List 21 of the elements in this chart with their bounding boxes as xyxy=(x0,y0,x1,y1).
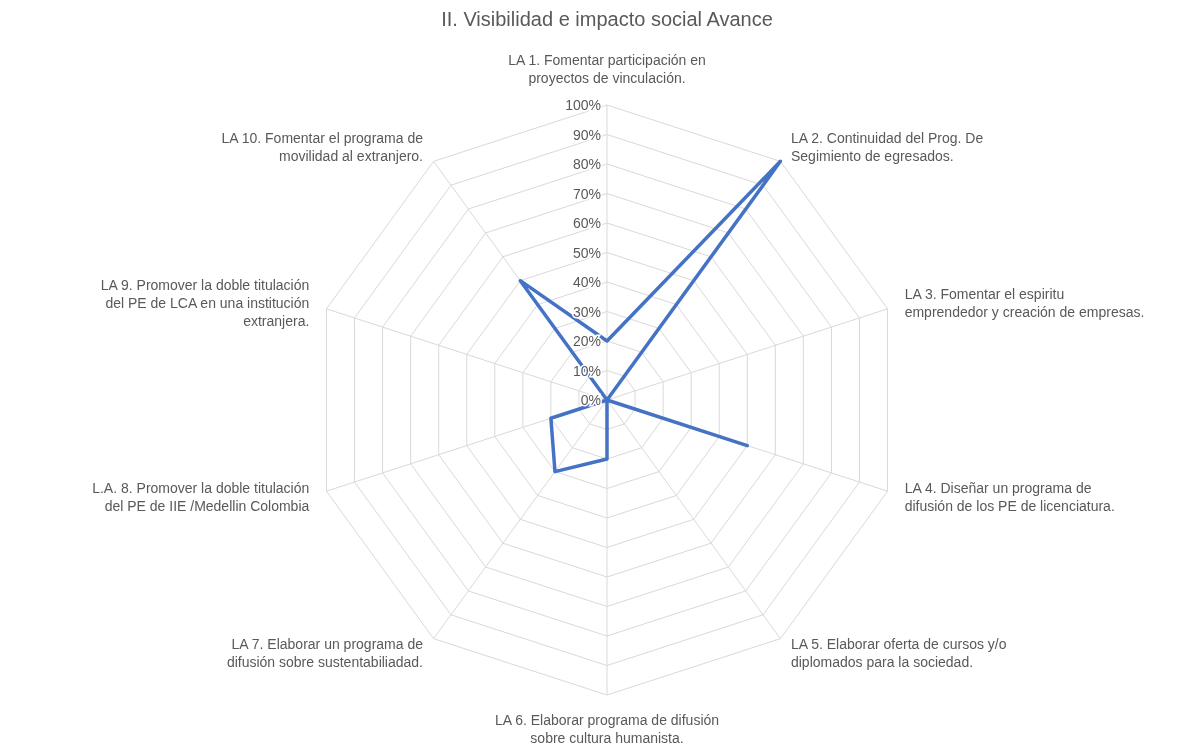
spoke-label: LA 4. Diseñar un programa de difusión de los PE de licenciatura. xyxy=(904,479,1115,514)
y-tick-label: 20% xyxy=(572,333,601,349)
y-tick-label: 0% xyxy=(580,392,601,408)
spoke-label: LA 10. Fomentar el programa de movilidad al extranjero. xyxy=(221,129,424,164)
spoke-label: LA 6. Elaborar programa de difusión sobre cultura humanista. xyxy=(494,712,720,746)
spoke-label: LA 3. Fomentar el espiritu emprendedor y creación de empresas. xyxy=(904,286,1145,321)
spoke-label: LA 1. Fomentar participación en proyectos de vinculación. xyxy=(508,52,706,86)
spoke-label: LA 9. Promover la doble titulación del PE de LCA en una institución extranjera. xyxy=(100,277,310,330)
spoke-label: LA 2. Continuidad del Prog. De Segimiento de egresados. xyxy=(790,129,984,164)
spoke-label: L.A. 8. Promover la doble titulación del PE de IIE /Medellin Colombia xyxy=(92,479,310,514)
spoke-label: LA 7. Elaborar un programa de difusión sobre sustentabiliadad. xyxy=(226,636,424,671)
y-tick-label: 60% xyxy=(572,215,601,231)
chart-title: II. Visibilidad e impacto social Avance xyxy=(441,8,773,30)
y-tick-label: 30% xyxy=(572,303,601,320)
y-tick-label: 100% xyxy=(565,97,601,113)
y-tick-label: 90% xyxy=(572,126,601,143)
y-tick-label: 70% xyxy=(572,185,601,202)
y-tick-label: 40% xyxy=(572,274,601,290)
y-tick-label: 50% xyxy=(572,244,601,261)
y-tick-label: 80% xyxy=(572,156,601,172)
spoke-label: LA 5. Elaborar oferta de cursos y/o diplomados para la sociedad. xyxy=(790,636,1007,671)
